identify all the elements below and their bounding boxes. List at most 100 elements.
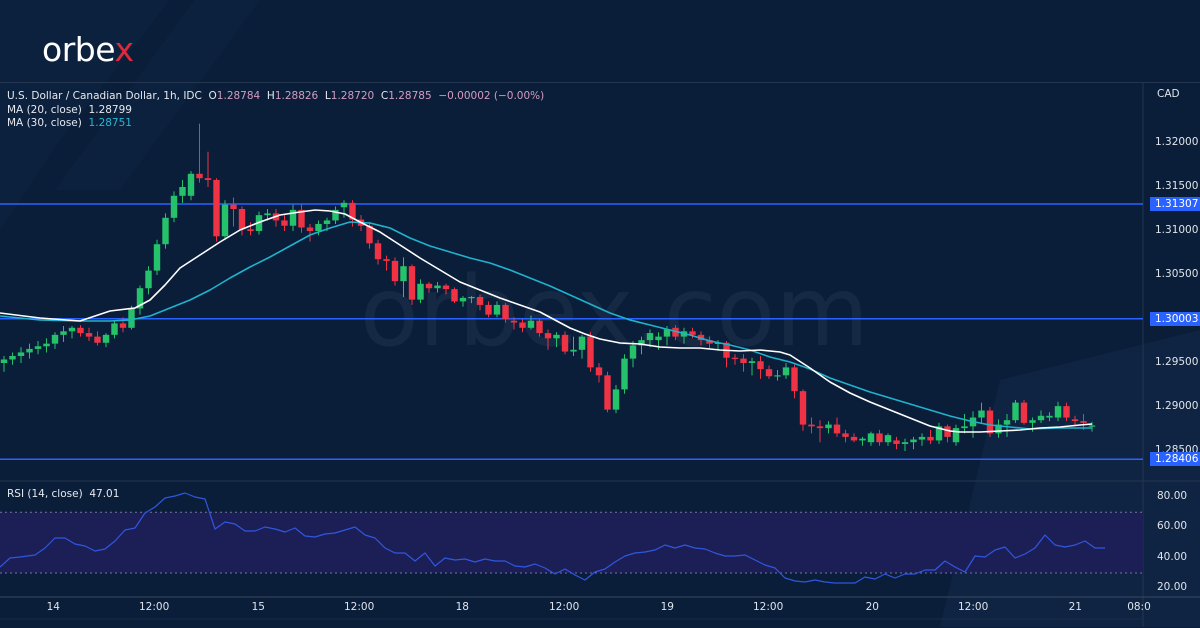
candle [26, 343, 33, 359]
candle [502, 303, 509, 323]
candle [757, 355, 764, 379]
price-tick: 1.31500 [1155, 180, 1199, 192]
candle [1071, 415, 1079, 427]
candle [553, 332, 560, 348]
candle [765, 365, 773, 379]
candle [995, 419, 1002, 438]
rsi-value: 47.01 [89, 488, 120, 500]
candle [238, 206, 246, 236]
candle [629, 341, 637, 368]
candle [136, 285, 144, 315]
candle [102, 333, 110, 348]
time-tick: 19 [660, 601, 674, 613]
candle [638, 336, 645, 355]
candle [1037, 410, 1045, 423]
rsi-tick: 40.00 [1157, 550, 1188, 563]
symbol-title: U.S. Dollar / Canadian Dollar, 1h, IDC [7, 90, 202, 102]
time-tick: 21 [1068, 601, 1082, 613]
price-tick: 1.29000 [1155, 400, 1199, 412]
candle [850, 433, 858, 443]
candle [612, 385, 620, 414]
candle [595, 363, 603, 383]
candle [179, 179, 186, 203]
candle [1020, 399, 1028, 425]
candle [204, 151, 212, 187]
candle [978, 402, 985, 423]
candle [825, 421, 832, 434]
price-level-tag: 1.31307 [1150, 196, 1200, 211]
time-tick: 18 [455, 601, 469, 613]
candle [332, 206, 339, 224]
candle [833, 417, 841, 437]
candle [867, 431, 875, 446]
candle [128, 305, 135, 330]
candle [621, 354, 628, 394]
candle [1003, 414, 1011, 437]
candle [1054, 401, 1062, 422]
candle [527, 315, 535, 330]
candle [876, 429, 883, 446]
candle [289, 204, 297, 231]
candle [604, 371, 611, 413]
candle [476, 294, 484, 311]
candle [706, 336, 713, 349]
time-tick: 12:00 [139, 601, 170, 613]
candle [935, 422, 943, 444]
candle [952, 424, 960, 446]
candle [374, 239, 382, 265]
candle [493, 301, 501, 318]
candle [400, 257, 407, 297]
candle [111, 320, 118, 339]
candle [961, 414, 968, 434]
candle [808, 417, 815, 434]
candle [94, 331, 101, 346]
candle [986, 407, 994, 437]
candle [162, 213, 169, 249]
candle [170, 191, 178, 223]
candle [1063, 402, 1070, 422]
candle [731, 354, 739, 365]
rsi-tick: 60.00 [1157, 520, 1188, 533]
price-tick: 1.31000 [1155, 224, 1199, 236]
candle [298, 204, 305, 233]
candle [68, 326, 76, 339]
rsi-legend[interactable]: RSI (14, close) 47.01 [7, 488, 120, 500]
candle [383, 255, 390, 271]
ma30-legend[interactable]: MA (30, close) 1.28751 [7, 117, 132, 129]
chart-legend: U.S. Dollar / Canadian Dollar, 1h, IDC O… [7, 90, 544, 131]
candle [213, 178, 220, 242]
candle [1012, 399, 1019, 423]
candle [306, 223, 314, 242]
candle [51, 332, 59, 349]
candle [485, 301, 492, 318]
candle [893, 436, 900, 450]
time-tick: 15 [251, 601, 265, 613]
price-tick: 1.29500 [1155, 356, 1199, 368]
symbol-row: U.S. Dollar / Canadian Dollar, 1h, IDC O… [7, 90, 545, 102]
candle [689, 327, 696, 339]
time-tick: 08:0 [1127, 601, 1151, 613]
candle [9, 352, 16, 365]
candle [587, 332, 594, 372]
candle [425, 282, 433, 293]
candle [1088, 421, 1096, 432]
candle [927, 429, 934, 444]
candle [519, 319, 526, 333]
ma20-legend[interactable]: MA (20, close) 1.28799 [7, 103, 132, 116]
candle [417, 279, 424, 304]
rsi-tick: 80.00 [1157, 490, 1188, 502]
candle [468, 296, 475, 304]
candle [442, 283, 450, 295]
candle [1046, 412, 1053, 422]
candle [221, 200, 229, 240]
candle [0, 355, 8, 372]
candle [944, 424, 951, 443]
candle [408, 264, 416, 305]
rsi-tick: 20.00 [1157, 581, 1188, 594]
candle [281, 215, 288, 231]
candle [910, 436, 917, 450]
time-tick: 12:00 [344, 601, 375, 613]
candle [782, 363, 790, 379]
candle [646, 329, 654, 348]
